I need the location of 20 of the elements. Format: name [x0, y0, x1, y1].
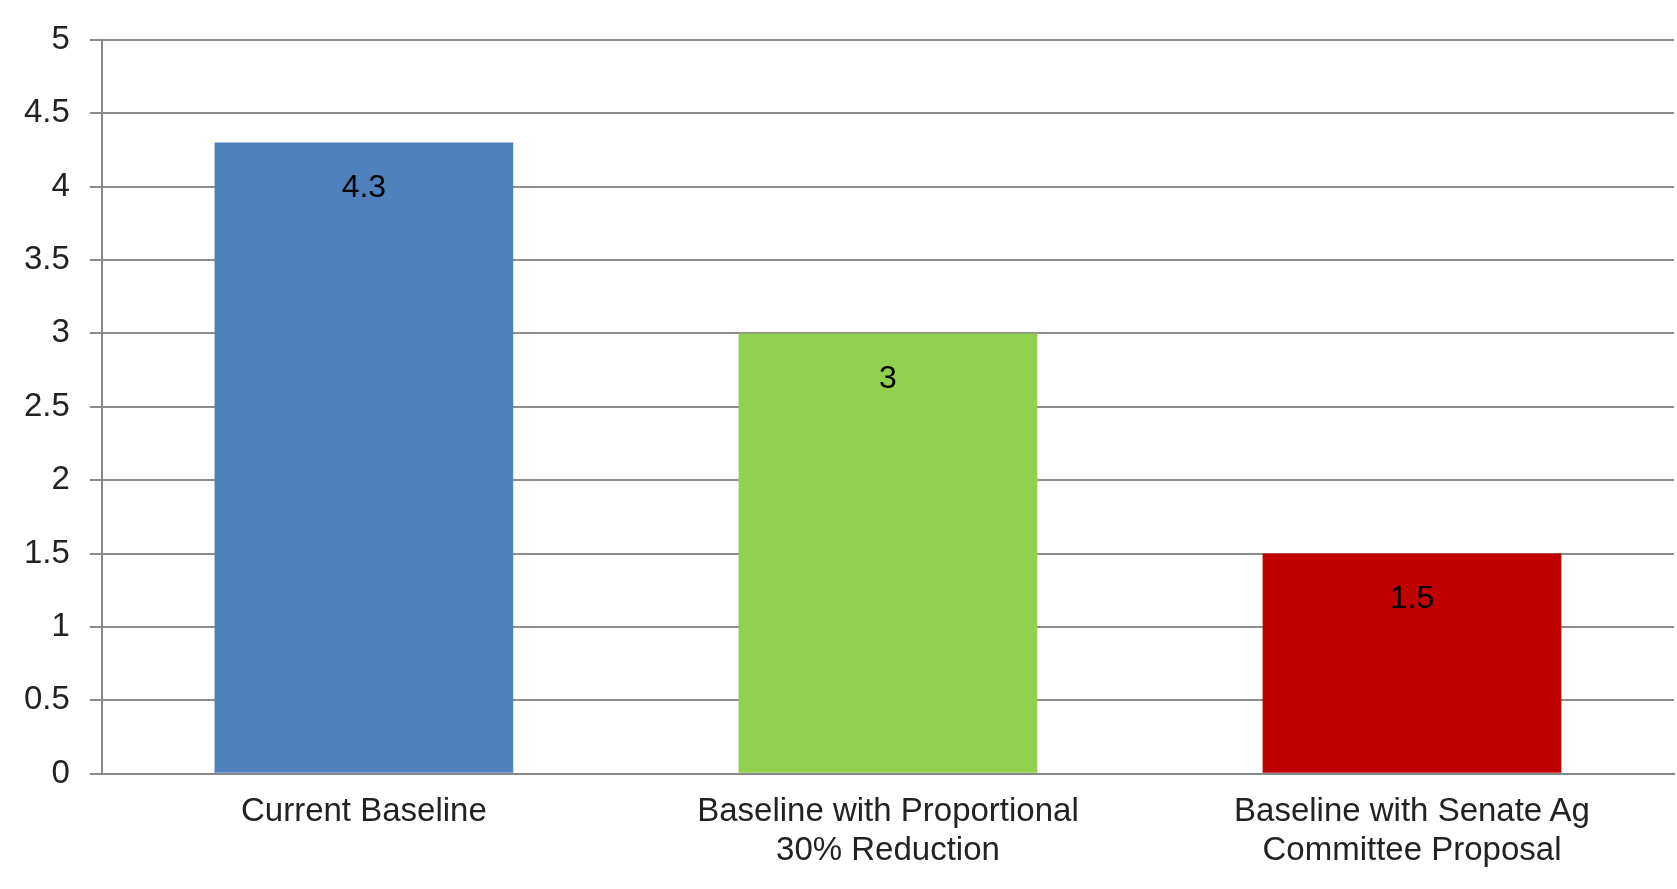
data-label: 1.5 — [1389, 579, 1435, 616]
y-tick-label: 3 — [51, 312, 70, 350]
bar — [1262, 553, 1562, 773]
bar — [214, 142, 514, 773]
y-tick-label: 1.5 — [24, 532, 70, 570]
y-tick-label: 0 — [51, 752, 70, 790]
x-tick-label: Baseline with Senate Ag Committee Proposal — [1234, 790, 1590, 868]
y-tick-label: 2.5 — [24, 385, 70, 423]
bar — [738, 333, 1038, 773]
y-tick-label: 5 — [51, 18, 70, 56]
y-tick-label: 1 — [51, 606, 70, 644]
y-tick-label: 0.5 — [24, 679, 70, 717]
x-tick-label: Current Baseline — [241, 790, 487, 828]
x-tick-label: Baseline with Proportional 30% Reduction — [697, 790, 1079, 868]
data-label: 3 — [879, 359, 897, 396]
y-tick-label: 3.5 — [24, 239, 70, 277]
y-tick-label: 4 — [51, 165, 70, 203]
data-label: 4.3 — [341, 168, 387, 205]
y-tick-label: 2 — [51, 459, 70, 497]
y-tick-label: 4.5 — [24, 92, 70, 130]
